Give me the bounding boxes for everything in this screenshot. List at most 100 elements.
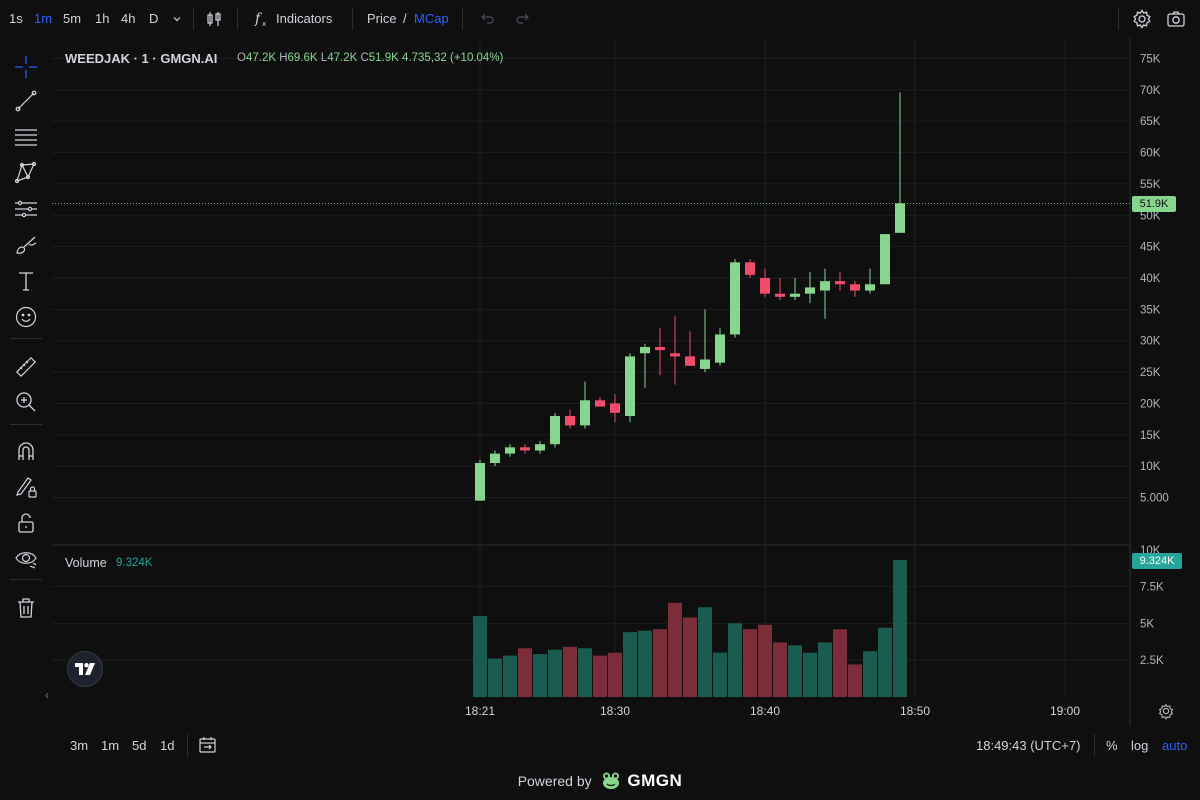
open-label: O [237, 52, 246, 64]
candle-body [565, 415, 575, 426]
price-tick-label: 20K [1140, 398, 1161, 410]
last-price-tag: 51.9K [1132, 196, 1176, 212]
indicators-button[interactable]: Indicators [276, 11, 333, 26]
candle-body [895, 203, 905, 233]
undo-icon[interactable] [476, 8, 498, 30]
timeframe-1h[interactable]: 1h [95, 11, 110, 26]
trash-icon[interactable] [13, 595, 39, 621]
timeframe-4h[interactable]: 4h [121, 11, 136, 26]
open-value: 47.2K [245, 52, 277, 64]
volume-bar [698, 607, 712, 697]
volume-bar [848, 664, 862, 697]
low-value: 47.2K [327, 52, 358, 64]
magnet-icon[interactable] [13, 438, 39, 464]
candle-body [865, 284, 875, 291]
volume-bar [578, 648, 592, 697]
price-toggle[interactable]: Price [367, 11, 397, 26]
volume-bar [773, 642, 787, 697]
candle-body [550, 415, 560, 445]
chart-settings-icon[interactable] [1158, 703, 1174, 720]
candle-body [730, 262, 740, 335]
time-tick-label: 18:50 [900, 704, 930, 718]
price-tick-label: 15K [1140, 430, 1161, 442]
chart-grid [52, 38, 1130, 697]
svg-text:f: f [254, 11, 263, 27]
trend-line-icon[interactable] [13, 88, 39, 114]
mcap-toggle[interactable]: MCap [414, 11, 449, 26]
goto-date-icon[interactable] [197, 734, 219, 756]
zoom-in-icon[interactable] [13, 389, 39, 415]
redo-icon[interactable] [512, 8, 534, 30]
candle-body [655, 346, 665, 351]
prediction-icon[interactable] [13, 196, 39, 222]
range-1d[interactable]: 1d [160, 738, 175, 753]
fib-levels-icon[interactable] [13, 124, 39, 150]
price-tick-label: 10K [1140, 461, 1161, 473]
chevron-down-icon[interactable] [166, 8, 188, 30]
price-chart[interactable]: 75K 70K 65K 60K 55K 50K 45K 40K 35K 30K 25K 20K 15K 1… [0, 0, 1200, 730]
symbol-title[interactable]: WEEDJAK · 1 · GMGN.AI [65, 51, 218, 66]
candlestick-series [475, 92, 905, 501]
powered-by-footer[interactable]: Powered by GMGN [0, 770, 1200, 791]
close-label: C [360, 52, 369, 64]
volume-bar [593, 655, 607, 697]
ruler-icon[interactable] [13, 354, 39, 380]
screenshot-camera-icon[interactable] [1165, 8, 1187, 30]
auto-scale-toggle[interactable]: auto [1162, 738, 1188, 753]
price-tick-label: 30K [1140, 336, 1161, 348]
candlestick-chart-type-icon[interactable] [203, 8, 225, 30]
time-tick-label: 18:40 [750, 704, 780, 718]
candle-body [715, 334, 725, 363]
price-tick-label: 75K [1140, 54, 1161, 66]
candle-body [805, 287, 815, 294]
timeframe-1m[interactable]: 1m [34, 11, 53, 26]
lock-drawing-icon[interactable] [13, 474, 39, 500]
low-label: L [320, 52, 328, 64]
price-mcap-separator: / [403, 11, 407, 26]
volume-bar [893, 559, 907, 697]
range-3m[interactable]: 3m [70, 738, 89, 753]
price-tick-label: 25K [1140, 367, 1161, 379]
settings-gear-icon[interactable] [1131, 8, 1153, 30]
eye-icon[interactable] [13, 545, 39, 571]
volume-value: 9.324K [116, 557, 153, 569]
volume-bar [503, 655, 517, 697]
price-tick-label: 35K [1140, 304, 1161, 316]
timeframe-d[interactable]: D [149, 11, 159, 26]
pattern-icon[interactable] [13, 160, 39, 186]
range-5d[interactable]: 5d [132, 738, 147, 753]
clock-timezone[interactable]: 18:49:43 (UTC+7) [976, 738, 1081, 753]
lock-icon[interactable] [13, 510, 39, 536]
tradingview-logo[interactable] [67, 651, 103, 687]
volume-label[interactable]: Volume [65, 556, 107, 570]
candle-body [745, 262, 755, 275]
volume-bar [653, 629, 667, 697]
volume-bar [533, 654, 547, 697]
crosshair-icon[interactable] [13, 54, 39, 80]
brush-icon[interactable] [13, 232, 39, 258]
price-tick-label: 65K [1140, 116, 1161, 128]
candle-body [520, 447, 530, 451]
percent-scale-toggle[interactable]: % [1106, 738, 1118, 753]
volume-bar [863, 651, 877, 697]
volume-bar [668, 602, 682, 697]
text-icon[interactable] [13, 268, 39, 294]
time-tick-label: 18:21 [465, 704, 495, 718]
log-scale-toggle[interactable]: log [1131, 738, 1149, 753]
emoji-icon[interactable] [13, 304, 39, 330]
volume-bar [788, 645, 802, 697]
time-tick-label: 18:30 [600, 704, 630, 718]
volume-bar [488, 658, 502, 697]
candle-body [490, 453, 500, 464]
collapse-toolbar-icon[interactable]: ‹ [45, 688, 49, 702]
candle-body [760, 278, 770, 294]
volume-bar [563, 646, 577, 697]
range-1m[interactable]: 1m [101, 738, 120, 753]
candle-body [700, 359, 710, 369]
timeframe-5m[interactable]: 5m [63, 11, 82, 26]
candle-body [475, 463, 485, 501]
timeframe-1s[interactable]: 1s [9, 11, 23, 26]
volume-tick-label: 7.5K [1140, 582, 1164, 594]
candle-body [820, 281, 830, 291]
